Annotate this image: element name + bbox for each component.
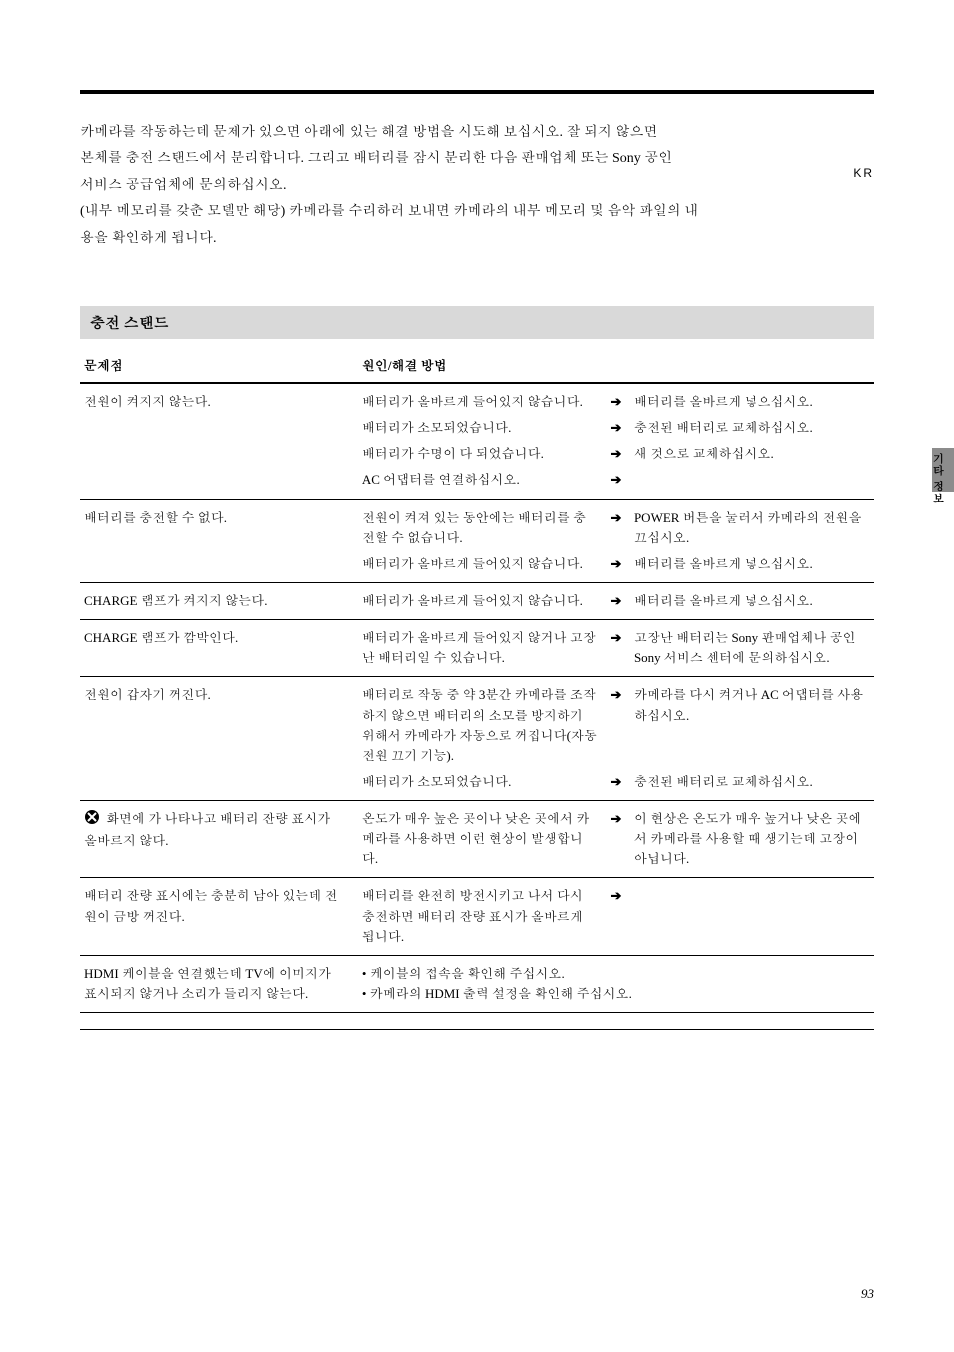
arrow-icon: ➔ [608, 444, 624, 464]
cause-text: AC 어댑터를 연결하십시오. [362, 470, 598, 490]
intro-block: 카메라를 작동하는데 문제가 있으면 아래에 있는 해결 방법을 시도해 보십시… [80, 122, 874, 250]
cause-text: 배터리가 올바르게 들어있지 않습니다. [362, 392, 598, 412]
symptom-cell: CHARGE 램프가 켜지지 않는다. [80, 582, 358, 619]
remedy-text: 새 것으로 교체하십시오. [634, 444, 870, 464]
cause-text: 배터리가 올바르게 들어있지 않거나 고장난 배터리일 수 있습니다. [362, 628, 598, 668]
symptom-text: 화면에 가 나타나고 배터리 잔량 표시가 올바르지 않다. [84, 811, 330, 848]
table-row [80, 1013, 874, 1030]
arrow-icon: ➔ [608, 809, 624, 869]
cause-text: 배터리를 완전히 방전시키고 나서 다시 충전하면 배터리 잔량 표시가 올바르… [362, 886, 598, 946]
remedy-text: 충전된 배터리로 교체하십시오. [634, 418, 870, 438]
intro-line-1: 카메라를 작동하는데 문제가 있으면 아래에 있는 해결 방법을 시도해 보십시… [80, 122, 874, 144]
cause-cell: 배터리가 올바르게 들어있지 않습니다. ➔ 배터리를 올바르게 넣으십시오. … [358, 383, 874, 499]
symptom-cell: 배터리 잔량 표시에는 충분히 남아 있는데 전원이 금방 꺼진다. [80, 878, 358, 955]
arrow-icon: ➔ [608, 886, 624, 946]
table-row: 화면에 가 나타나고 배터리 잔량 표시가 올바르지 않다. 온도가 매우 높은… [80, 801, 874, 878]
side-label: 기타 정보 [931, 452, 946, 504]
table-row: 전원이 갑자기 꺼진다. 배터리로 작동 중 약 3분간 카메라를 조작하지 않… [80, 677, 874, 801]
page-number: 93 [861, 1286, 874, 1302]
table-row: 배터리 잔량 표시에는 충분히 남아 있는데 전원이 금방 꺼진다. 배터리를 … [80, 878, 874, 955]
symptom-cell: 화면에 가 나타나고 배터리 잔량 표시가 올바르지 않다. [80, 801, 358, 878]
cause-cell [358, 1013, 874, 1030]
arrow-icon: ➔ [608, 685, 624, 766]
table-row: HDMI 케이블을 연결했는데 TV에 이미지가 표시되지 않거나 소리가 들리… [80, 955, 874, 1012]
col-symptom: 문제점 [80, 349, 358, 383]
table-row: 배터리를 충전할 수 없다. 전원이 켜져 있는 동안에는 배터리를 충전할 수… [80, 499, 874, 582]
section-title: 충전 스탠드 [80, 306, 874, 339]
cause-text: 전원이 켜져 있는 동안에는 배터리를 충전할 수 없습니다. [362, 508, 598, 548]
cause-cell: 배터리를 완전히 방전시키고 나서 다시 충전하면 배터리 잔량 표시가 올바르… [358, 878, 874, 955]
table-row: CHARGE 램프가 깜박인다. 배터리가 올바르게 들어있지 않거나 고장난 … [80, 620, 874, 677]
cause-cell: 배터리가 올바르게 들어있지 않습니다. ➔ 배터리를 올바르게 넣으십시오. [358, 582, 874, 619]
arrow-icon: ➔ [608, 554, 624, 574]
remedy-text: 배터리를 올바르게 넣으십시오. [634, 392, 870, 412]
table-row: 전원이 켜지지 않는다. 배터리가 올바르게 들어있지 않습니다. ➔ 배터리를… [80, 383, 874, 499]
top-rule [80, 90, 874, 94]
cause-text: 온도가 매우 높은 곳이나 낮은 곳에서 카메라를 사용하면 이런 현상이 발생… [362, 809, 598, 869]
remedy-text: 고장난 배터리는 Sony 판매업체나 공인 Sony 서비스 센터에 문의하십… [634, 628, 870, 668]
cause-cell: • 케이블의 접속을 확인해 주십시오. • 카메라의 HDMI 출력 설정을 … [358, 955, 874, 1012]
symptom-cell: CHARGE 램프가 깜박인다. [80, 620, 358, 677]
arrow-icon: ➔ [608, 418, 624, 438]
remedy-text: POWER 버튼을 눌러서 카메라의 전원을 끄십시오. [634, 508, 870, 548]
arrow-icon: ➔ [608, 392, 624, 412]
cause-cell: 배터리가 올바르게 들어있지 않거나 고장난 배터리일 수 있습니다. ➔ 고장… [358, 620, 874, 677]
cause-text: 배터리로 작동 중 약 3분간 카메라를 조작하지 않으면 배터리의 소모를 방… [362, 685, 598, 766]
arrow-icon: ➔ [608, 508, 624, 548]
symptom-cell: HDMI 케이블을 연결했는데 TV에 이미지가 표시되지 않거나 소리가 들리… [80, 955, 358, 1012]
symptom-cell: 전원이 켜지지 않는다. [80, 383, 358, 499]
cause-cell: 배터리로 작동 중 약 3분간 카메라를 조작하지 않으면 배터리의 소모를 방… [358, 677, 874, 801]
symptom-cell [80, 1013, 358, 1030]
cause-text: 배터리가 소모되었습니다. [362, 418, 598, 438]
arrow-icon: ➔ [608, 470, 624, 490]
cause-text: 배터리가 올바르게 들어있지 않습니다. [362, 591, 598, 611]
cause-cell: 전원이 켜져 있는 동안에는 배터리를 충전할 수 없습니다. ➔ POWER … [358, 499, 874, 582]
arrow-icon: ➔ [608, 591, 624, 611]
remedy-text [634, 886, 870, 946]
remedy-text: 카메라를 다시 켜거나 AC 어댑터를 사용하십시오. [634, 685, 870, 766]
table-header-row: 문제점 원인/해결 방법 [80, 349, 874, 383]
intro-line-3a: (내부 메모리를 갖춘 모델만 해당) 카메라를 수리하러 보내면 카메라의 내… [80, 201, 874, 223]
remedy-text: 배터리를 올바르게 넣으십시오. [634, 591, 870, 611]
arrow-icon: ➔ [608, 628, 624, 668]
cause-cell: 온도가 매우 높은 곳이나 낮은 곳에서 카메라를 사용하면 이런 현상이 발생… [358, 801, 874, 878]
table-row: CHARGE 램프가 켜지지 않는다. 배터리가 올바르게 들어있지 않습니다.… [80, 582, 874, 619]
remedy-text: 충전된 배터리로 교체하십시오. [634, 772, 870, 792]
no-battery-icon [84, 809, 100, 831]
cause-text: 배터리가 수명이 다 되었습니다. [362, 444, 598, 464]
symptom-cell: 전원이 갑자기 꺼진다. [80, 677, 358, 801]
cause-text: 배터리가 소모되었습니다. [362, 772, 598, 792]
col-cause: 원인/해결 방법 [358, 349, 874, 383]
cause-text: 배터리가 올바르게 들어있지 않습니다. [362, 554, 598, 574]
symptom-cell: 배터리를 충전할 수 없다. [80, 499, 358, 582]
remedy-text: 배터리를 올바르게 넣으십시오. [634, 554, 870, 574]
trouble-table: 문제점 원인/해결 방법 전원이 켜지지 않는다. 배터리가 올바르게 들어있지… [80, 349, 874, 1030]
remedy-text: 이 현상은 온도가 매우 높거나 낮은 곳에서 카메라를 사용할 때 생기는데 … [634, 809, 870, 869]
arrow-icon: ➔ [608, 772, 624, 792]
remedy-text [634, 470, 870, 490]
